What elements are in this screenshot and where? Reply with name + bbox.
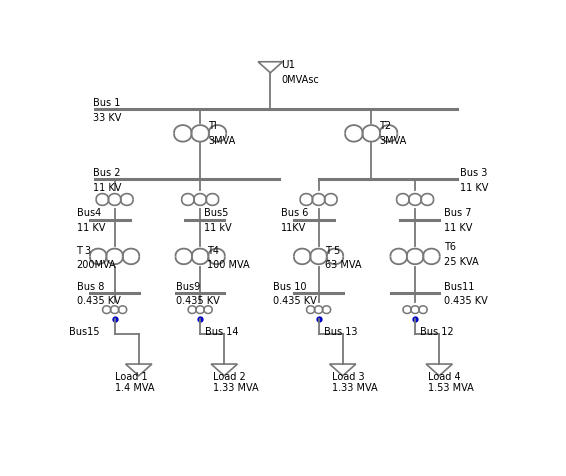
Text: Bus 8: Bus 8 — [78, 281, 105, 291]
Text: Load 3: Load 3 — [332, 371, 365, 381]
Text: T6: T6 — [444, 241, 456, 251]
Text: 0.435 KV: 0.435 KV — [444, 296, 487, 306]
Text: 33 KV: 33 KV — [93, 112, 121, 122]
Text: 11 kV: 11 kV — [204, 222, 231, 232]
Text: 11 KV: 11 KV — [444, 222, 472, 232]
Text: Bus4: Bus4 — [78, 208, 101, 218]
Text: Load 4: Load 4 — [428, 371, 461, 381]
Text: 200MVA: 200MVA — [76, 260, 115, 270]
Text: 100 MVA: 100 MVA — [207, 260, 250, 270]
Text: 3MVA: 3MVA — [208, 135, 235, 145]
Text: T4: T4 — [207, 245, 218, 255]
Text: 0.435 KV: 0.435 KV — [273, 296, 316, 306]
Text: 63 MVA: 63 MVA — [325, 260, 362, 270]
Text: Bus 10: Bus 10 — [273, 281, 306, 291]
Text: 1.33 MVA: 1.33 MVA — [213, 383, 259, 393]
Text: 3MVA: 3MVA — [379, 135, 406, 145]
Text: Bus 6: Bus 6 — [281, 208, 308, 218]
Text: Bus 2: Bus 2 — [93, 168, 120, 178]
Text: 1.53 MVA: 1.53 MVA — [428, 383, 474, 393]
Text: 1.4 MVA: 1.4 MVA — [114, 383, 154, 393]
Text: 0.435 KV: 0.435 KV — [176, 296, 220, 306]
Text: Bus9: Bus9 — [176, 281, 200, 291]
Text: 11KV: 11KV — [281, 222, 307, 232]
Text: U1: U1 — [281, 60, 295, 70]
Text: 11 KV: 11 KV — [78, 222, 106, 232]
Text: Load 1: Load 1 — [114, 371, 147, 381]
Text: 0MVAsc: 0MVAsc — [281, 75, 319, 85]
Text: 11 KV: 11 KV — [93, 182, 121, 192]
Text: Bus 12: Bus 12 — [421, 326, 454, 336]
Text: 25 KVA: 25 KVA — [444, 256, 478, 266]
Text: T2: T2 — [379, 120, 391, 130]
Text: 11 KV: 11 KV — [460, 182, 488, 192]
Text: 1.33 MVA: 1.33 MVA — [332, 383, 378, 393]
Text: Bus 14: Bus 14 — [205, 326, 239, 336]
Text: Bus 3: Bus 3 — [460, 168, 488, 178]
Text: Bus 13: Bus 13 — [324, 326, 357, 336]
Text: Bus15: Bus15 — [68, 326, 99, 336]
Text: TI: TI — [208, 120, 217, 130]
Text: Bus5: Bus5 — [204, 208, 228, 218]
Text: Bus11: Bus11 — [444, 281, 474, 291]
Text: T 5: T 5 — [325, 245, 340, 255]
Text: Load 2: Load 2 — [213, 371, 246, 381]
Text: T 3: T 3 — [76, 245, 91, 255]
Text: Bus 1: Bus 1 — [93, 98, 120, 108]
Text: 0.435 KV: 0.435 KV — [78, 296, 121, 306]
Text: Bus 7: Bus 7 — [444, 208, 471, 218]
